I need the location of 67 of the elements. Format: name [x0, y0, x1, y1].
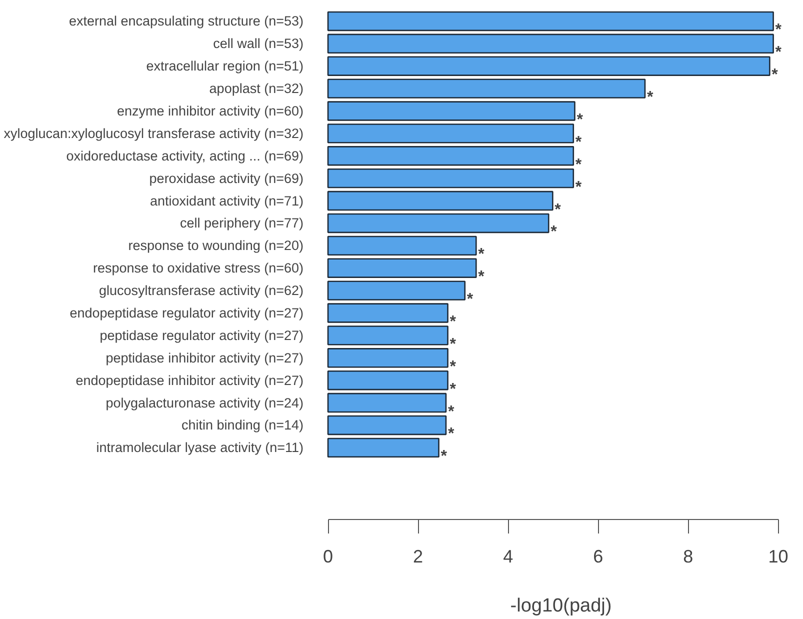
y-tick-label: antioxidant activity (n=71): [150, 193, 304, 208]
x-tick-label: 10: [768, 546, 788, 566]
bar: [327, 11, 774, 32]
annotation: *: [550, 224, 558, 241]
annotation: *: [440, 448, 448, 466]
bar: [327, 415, 447, 436]
bar: [327, 438, 440, 458]
y-tick-label: intramolecular lyase activity (n=11): [96, 440, 304, 456]
bar: [327, 370, 448, 390]
annotation: *: [775, 44, 782, 62]
y-tick-label: response to wounding (n=20): [128, 238, 304, 254]
annotation: *: [450, 336, 457, 353]
y-tick-label: polygalacturonase activity (n=24): [106, 395, 304, 410]
annotation: *: [448, 403, 455, 420]
bar: [327, 78, 646, 98]
annotation: *: [450, 358, 457, 376]
y-tick-label: external encapsulating structure (n=53): [68, 14, 304, 29]
annotation: *: [466, 291, 474, 308]
y-tick-label: chitin binding (n=14): [182, 418, 304, 433]
x-tick-label: 2: [413, 546, 424, 566]
bar: [327, 280, 466, 300]
bar: [327, 56, 770, 76]
y-tick-label: enzyme inhibitor activity (n=60): [117, 103, 304, 118]
x-tick-label: 6: [593, 546, 604, 566]
y-tick-label: cell wall (n=53): [213, 36, 304, 52]
bar: [327, 124, 574, 144]
bar: [327, 258, 477, 278]
x-axis-title: -log10(padj): [510, 596, 612, 616]
bar: [327, 34, 774, 54]
y-tick-label: cell periphery (n=77): [180, 216, 304, 231]
y-tick-label: peroxidase activity (n=69): [149, 170, 304, 186]
bar: [327, 392, 447, 413]
bar: [327, 190, 554, 211]
annotation: *: [554, 201, 562, 218]
bar: [327, 168, 574, 188]
annotation: *: [478, 246, 486, 264]
y-tick-label: endopeptidase inhibitor activity (n=27): [76, 372, 304, 388]
annotation: *: [775, 22, 782, 39]
annotation: *: [646, 89, 654, 106]
y-tick-label: oxidoreductase activity, acting ... (n=69): [66, 148, 304, 164]
annotation: *: [575, 178, 582, 196]
bar: [327, 101, 576, 121]
annotation: *: [450, 380, 457, 398]
annotation: *: [575, 134, 582, 151]
y-tick-label: peptidase inhibitor activity (n=27): [106, 350, 304, 366]
annotation: *: [448, 426, 455, 443]
y-tick-label: endopeptidase regulator activity (n=27): [70, 306, 304, 320]
y-tick-label: xyloglucan:xyloglucosyl transferase activity (n=32): [4, 126, 304, 141]
bar: [327, 146, 574, 166]
annotation: *: [575, 156, 582, 174]
y-tick-label: apoplast (n=32): [209, 81, 304, 96]
bar: [327, 213, 550, 234]
x-tick-label: 4: [503, 546, 514, 566]
bar: [327, 236, 477, 256]
y-tick-label: extracellular region (n=51): [146, 58, 304, 74]
y-tick-label: response to oxidative stress (n=60): [93, 260, 304, 276]
annotation: *: [478, 268, 486, 286]
bar: [327, 326, 448, 346]
annotation: *: [772, 66, 779, 84]
bar: [327, 348, 448, 368]
x-tick-label: 0: [322, 546, 334, 566]
annotation: *: [450, 314, 457, 330]
y-tick-label: peptidase regulator activity (n=27): [100, 328, 304, 343]
x-tick-label: 8: [683, 546, 694, 566]
bar: [327, 303, 448, 323]
y-tick-label: glucosyltransferase activity (n=62): [99, 283, 304, 298]
annotation: *: [576, 111, 584, 128]
